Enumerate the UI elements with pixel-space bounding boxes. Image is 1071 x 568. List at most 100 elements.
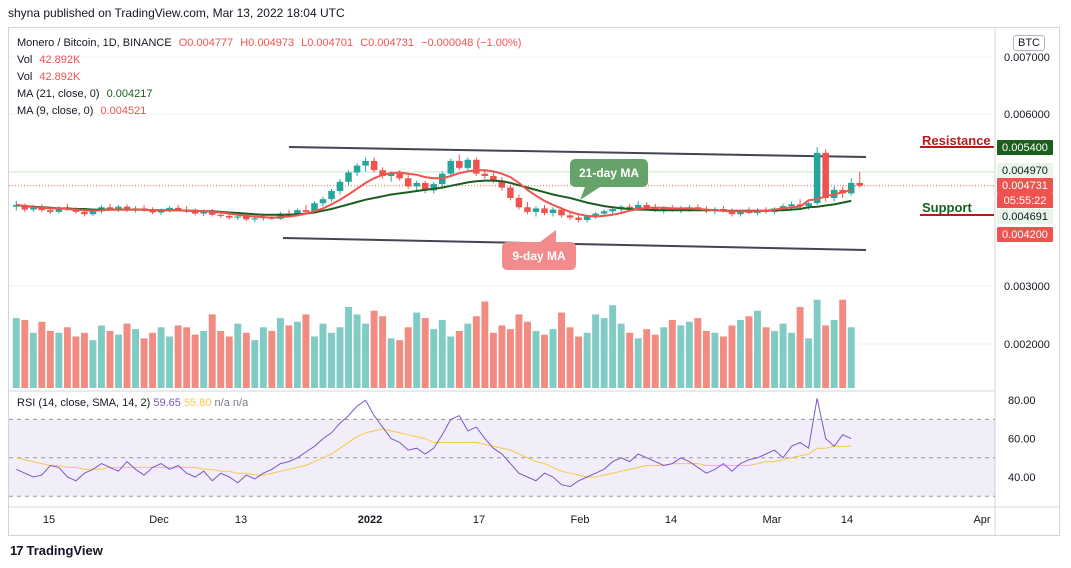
candle-body bbox=[89, 211, 97, 215]
candle-body bbox=[549, 209, 557, 214]
candle-body bbox=[464, 159, 472, 168]
candle-body bbox=[507, 187, 514, 198]
ma21-callout-text: 21-day MA bbox=[579, 166, 639, 180]
ma9-legend: MA (9, close, 0) 0.004521 bbox=[17, 105, 150, 117]
volume-bar bbox=[438, 319, 446, 388]
time-tick-label: Feb bbox=[571, 514, 590, 526]
volume-bar bbox=[651, 334, 659, 388]
candle-body bbox=[626, 206, 633, 209]
ma9-value: 0.004521 bbox=[100, 105, 147, 117]
candle-body bbox=[592, 213, 599, 217]
candle-body bbox=[217, 214, 224, 216]
ohlc-change: −0.000048 (−1.00%) bbox=[421, 37, 522, 49]
candle-body bbox=[234, 216, 242, 218]
rsi-tick-label: 60.00 bbox=[1008, 434, 1036, 446]
candle-body bbox=[106, 207, 114, 209]
volume-bar bbox=[506, 329, 514, 388]
ma21-callout-box bbox=[570, 159, 648, 187]
candle-body bbox=[166, 207, 173, 211]
volume-bar bbox=[89, 340, 97, 388]
brand-name: TradingView bbox=[26, 543, 103, 558]
volume-bar bbox=[694, 318, 702, 388]
rsi-tick-label: 40.00 bbox=[1008, 472, 1036, 484]
candle-body bbox=[191, 211, 199, 214]
volume-bar bbox=[745, 316, 753, 388]
volume-bar bbox=[98, 325, 105, 388]
volume-bar bbox=[149, 332, 157, 388]
volume-bar bbox=[259, 327, 267, 388]
candle-body bbox=[430, 184, 437, 191]
candle-body bbox=[532, 208, 540, 212]
volume-bar bbox=[285, 325, 293, 388]
ma21-callout: 21-day MA bbox=[570, 159, 648, 200]
candle-body bbox=[558, 209, 565, 216]
ohlc-high: H0.004973 bbox=[240, 37, 295, 49]
volume-bar bbox=[847, 327, 855, 388]
channel-upper-line bbox=[288, 146, 867, 158]
candle-body bbox=[200, 211, 207, 214]
volume-bar bbox=[396, 340, 404, 388]
candle-body bbox=[634, 204, 642, 209]
volume-bar bbox=[63, 327, 71, 388]
rsi-line bbox=[16, 398, 852, 488]
candle-body bbox=[788, 204, 795, 207]
ma9-callout-pointer bbox=[540, 230, 556, 242]
price-badge-label: 0.004731 bbox=[1002, 180, 1048, 192]
rsi-na-2: n/a bbox=[232, 397, 249, 409]
candle-body bbox=[728, 211, 736, 215]
volume-bar bbox=[336, 327, 344, 388]
candle-body bbox=[813, 152, 821, 204]
volume-bar bbox=[430, 329, 438, 388]
volume-bar bbox=[634, 338, 642, 388]
candle-body bbox=[643, 204, 650, 208]
volume-bar bbox=[140, 338, 148, 388]
candle-body bbox=[490, 175, 497, 181]
candle-body bbox=[447, 160, 455, 174]
volume-bar bbox=[157, 327, 165, 388]
candle-body bbox=[609, 208, 616, 212]
volume-bar bbox=[319, 323, 327, 388]
volume-bar bbox=[702, 330, 710, 388]
currency-button[interactable]: BTC bbox=[1013, 35, 1045, 51]
rsi-tick-label: 80.00 bbox=[1008, 395, 1036, 407]
volume-bar bbox=[515, 314, 523, 388]
volume-bar bbox=[328, 332, 335, 388]
time-tick-label: 13 bbox=[235, 514, 247, 526]
candle-body bbox=[822, 152, 829, 198]
resistance-label: Resistance bbox=[922, 133, 991, 148]
time-tick-label: 15 bbox=[43, 514, 55, 526]
rsi-sma-value: 55.80 bbox=[183, 397, 212, 409]
volume-bar bbox=[668, 319, 676, 388]
volume-bar bbox=[268, 330, 276, 388]
volume-bar bbox=[251, 340, 259, 388]
candle-body bbox=[302, 210, 310, 212]
candle-body bbox=[226, 215, 233, 218]
volume-bar bbox=[711, 332, 719, 388]
volume-bar bbox=[55, 332, 63, 388]
footer-brand: 17 TradingView bbox=[10, 543, 103, 558]
price-badge-bg bbox=[997, 209, 1053, 224]
candle-body bbox=[30, 207, 37, 210]
tradingview-logo-icon: 17 bbox=[10, 543, 24, 558]
volume-bar bbox=[754, 310, 761, 388]
volume-bar bbox=[455, 330, 463, 388]
volume-bar bbox=[208, 314, 216, 388]
time-tick-label: 2022 bbox=[358, 514, 382, 526]
candle-body bbox=[353, 165, 361, 173]
volume-bar bbox=[609, 305, 617, 388]
volume-bar bbox=[489, 332, 497, 388]
candle-body bbox=[336, 181, 344, 192]
candle-body bbox=[328, 191, 335, 200]
rsi-band bbox=[9, 419, 995, 497]
ma9-callout-box bbox=[502, 242, 576, 270]
candle-body bbox=[737, 210, 744, 215]
candle-body bbox=[566, 215, 574, 218]
volume-bar bbox=[737, 319, 744, 388]
volume-bar bbox=[592, 314, 600, 388]
volume-bar bbox=[38, 321, 46, 388]
volume-bar bbox=[404, 327, 412, 388]
volume-bar bbox=[234, 323, 242, 388]
volume-bar bbox=[276, 318, 284, 388]
volume-bar bbox=[617, 323, 625, 388]
